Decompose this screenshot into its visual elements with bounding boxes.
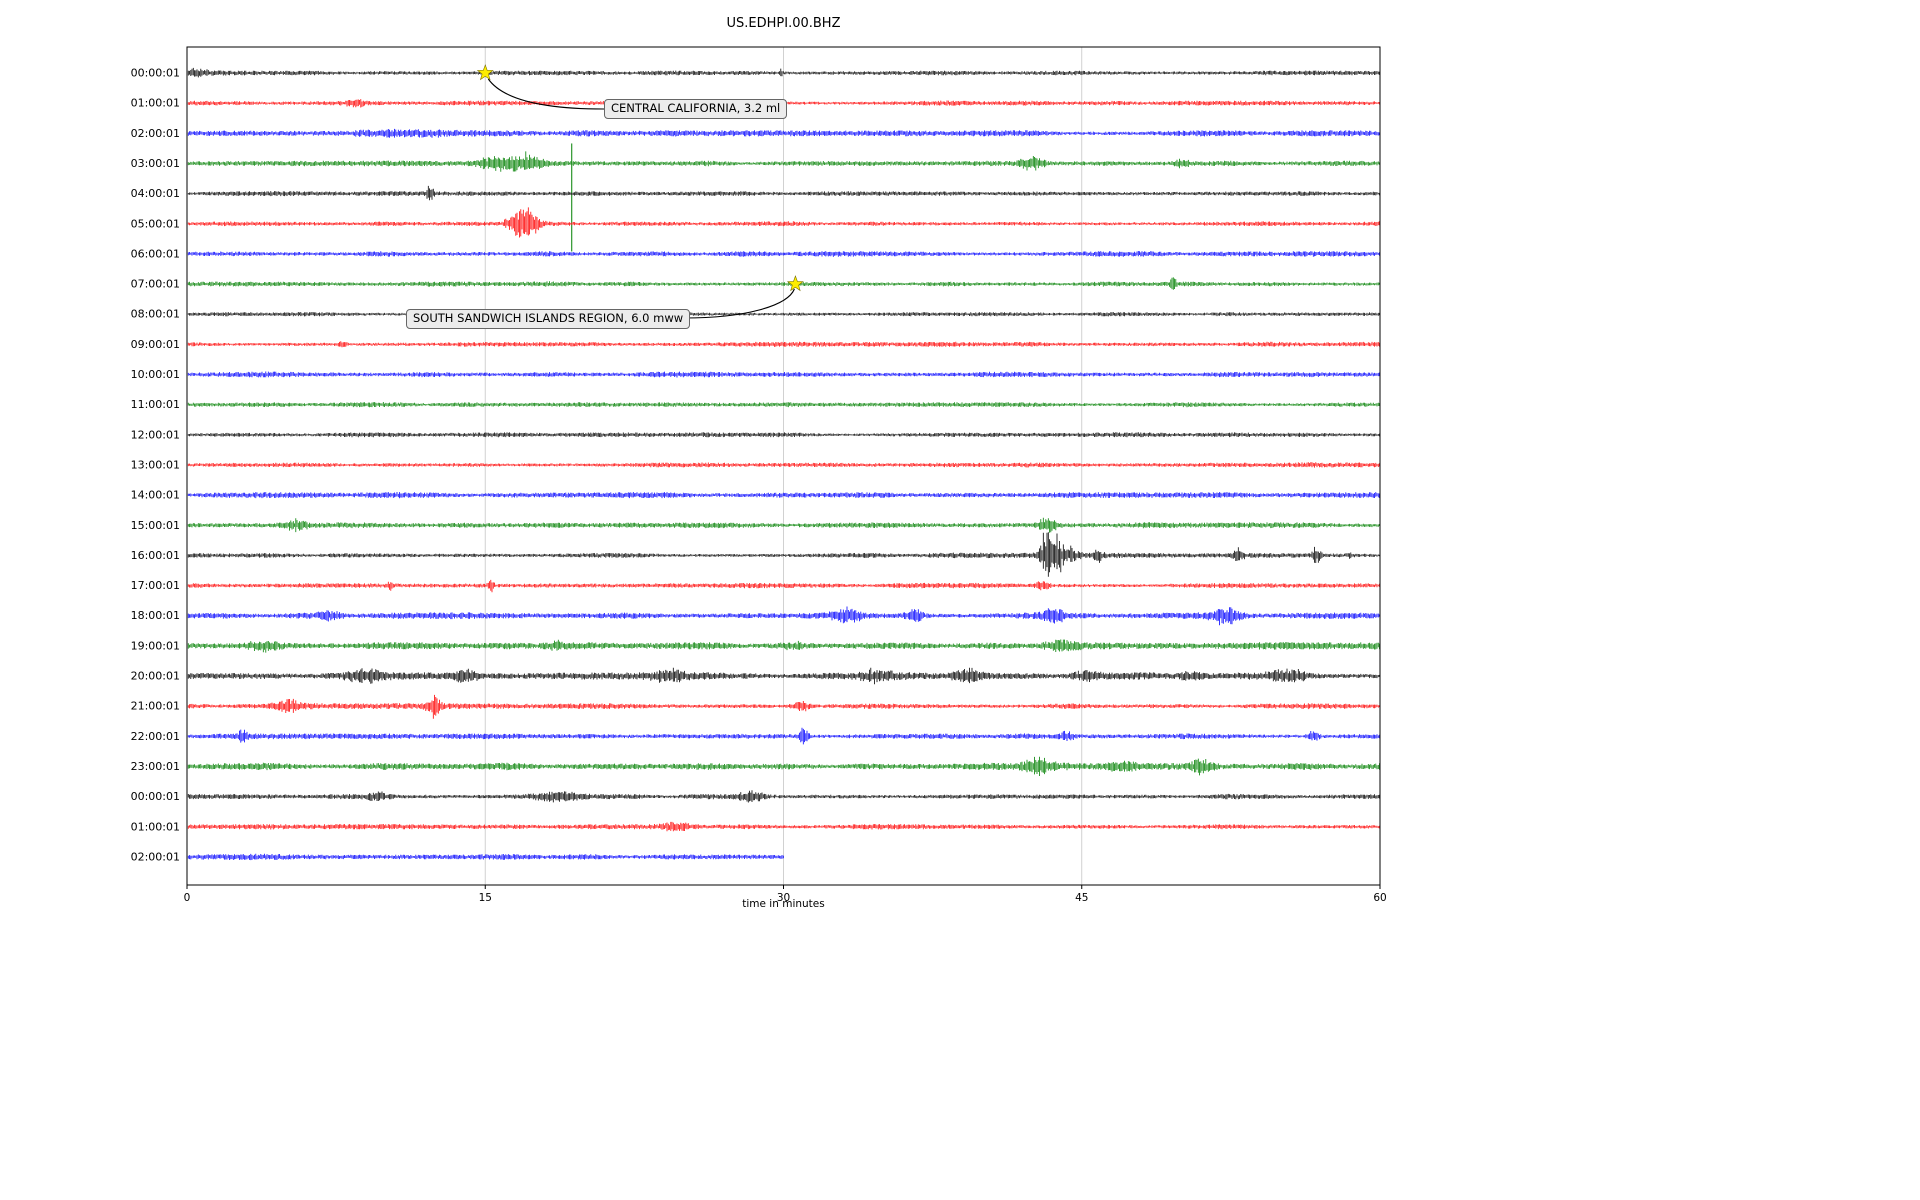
row-label: 17:00:01 <box>131 579 180 592</box>
row-label: 02:00:01 <box>131 850 180 863</box>
x-axis-label: time in minutes <box>742 898 825 910</box>
row-label: 01:00:01 <box>131 97 180 110</box>
row-label: 13:00:01 <box>131 458 180 471</box>
plot-title: US.EDHPI.00.BHZ <box>726 16 841 31</box>
x-tick-label: 30 <box>777 892 790 904</box>
row-label: 15:00:01 <box>131 519 180 532</box>
x-tick-label: 60 <box>1373 892 1386 904</box>
row-label: 22:00:01 <box>131 730 180 743</box>
row-label: 19:00:01 <box>131 639 180 652</box>
row-label: 02:00:01 <box>131 127 180 140</box>
event-star-icon <box>476 64 494 81</box>
row-label: 09:00:01 <box>131 338 180 351</box>
event-annotation-south-sandwich: SOUTH SANDWICH ISLANDS REGION, 6.0 mww <box>406 309 691 329</box>
event-star-icon <box>786 275 804 292</box>
row-label: 20:00:01 <box>131 670 180 683</box>
row-label: 18:00:01 <box>131 609 180 622</box>
row-label: 11:00:01 <box>131 398 180 411</box>
event-annotation-central-california: CENTRAL CALIFORNIA, 3.2 ml <box>604 99 788 119</box>
annotation-arrow <box>683 288 795 319</box>
row-label: 00:00:01 <box>131 790 180 803</box>
row-label: 00:00:01 <box>131 67 180 80</box>
row-label: 04:00:01 <box>131 187 180 200</box>
row-label: 10:00:01 <box>131 368 180 381</box>
x-tick-label: 0 <box>184 892 191 904</box>
row-label: 16:00:01 <box>131 549 180 562</box>
row-label: 06:00:01 <box>131 247 180 260</box>
row-label: 07:00:01 <box>131 278 180 291</box>
row-label: 12:00:01 <box>131 428 180 441</box>
row-label: 14:00:01 <box>131 489 180 502</box>
row-label: 21:00:01 <box>131 700 180 713</box>
row-label: 01:00:01 <box>131 820 180 833</box>
row-label: 03:00:01 <box>131 157 180 170</box>
row-label: 08:00:01 <box>131 308 180 321</box>
row-label: 23:00:01 <box>131 760 180 773</box>
x-tick-label: 45 <box>1075 892 1088 904</box>
annotation-arrow <box>487 78 605 110</box>
x-tick-label: 15 <box>479 892 492 904</box>
row-label: 05:00:01 <box>131 217 180 230</box>
